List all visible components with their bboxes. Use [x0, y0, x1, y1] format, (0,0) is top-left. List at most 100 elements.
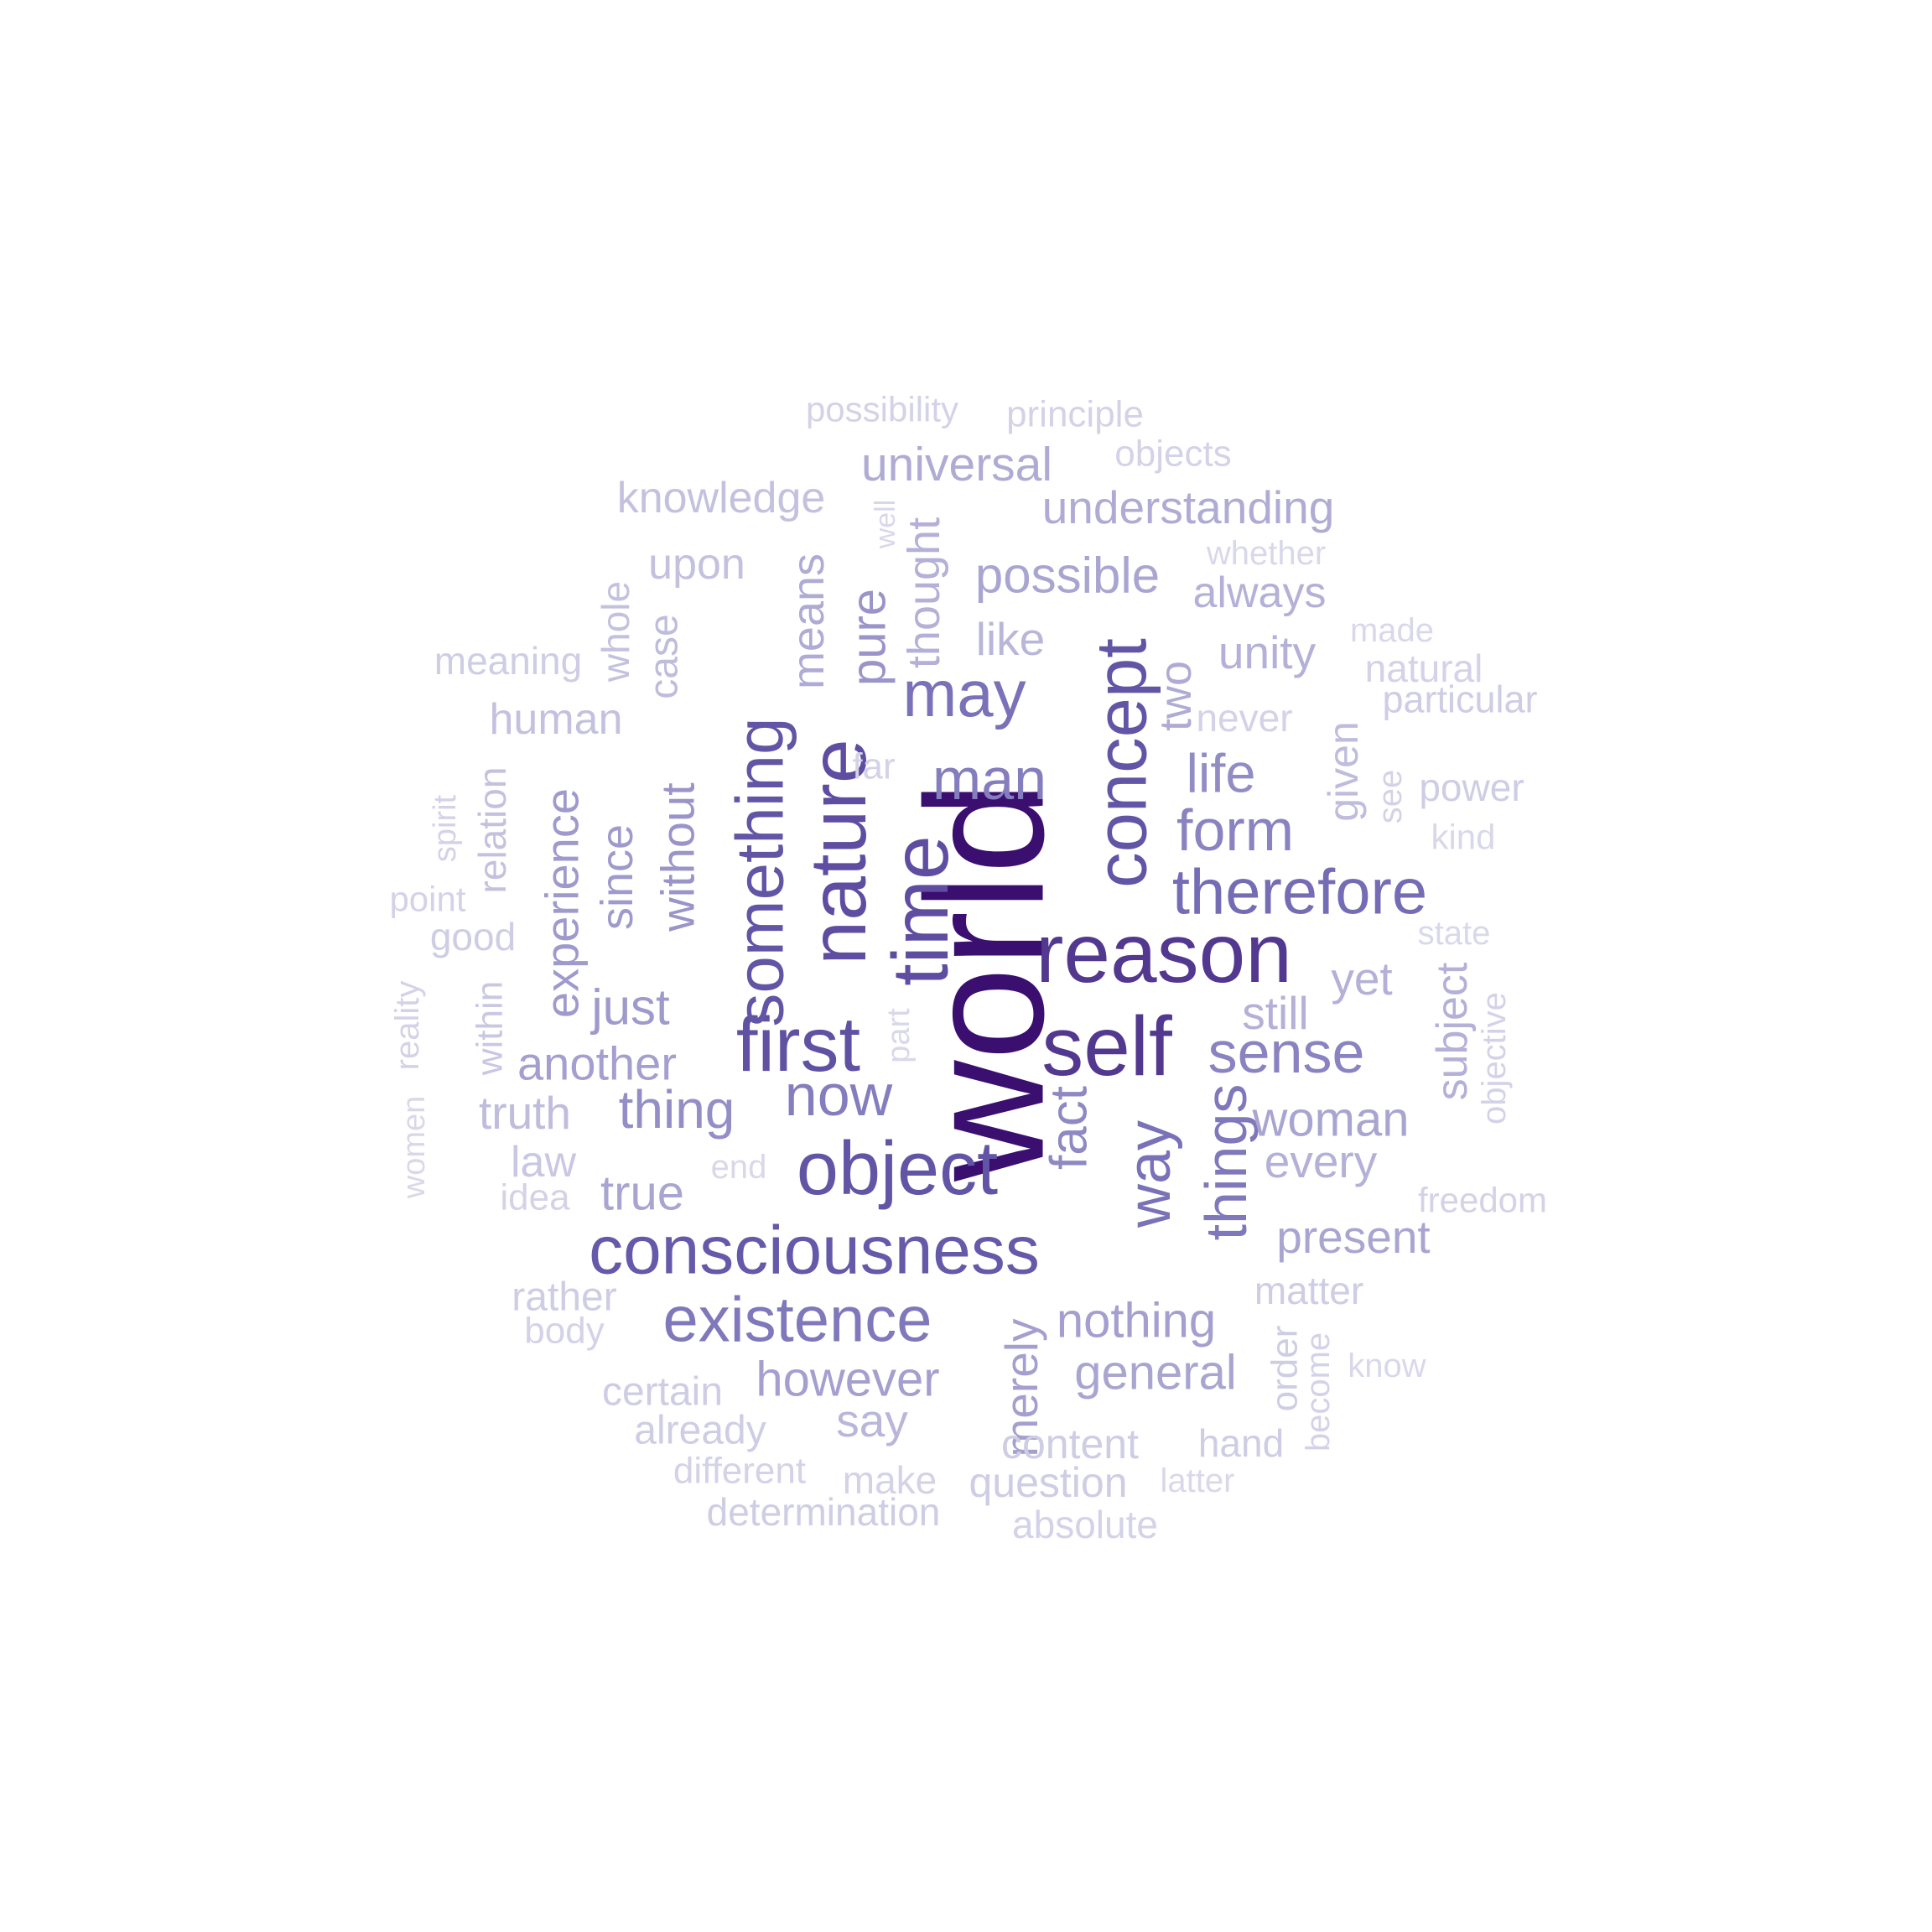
word-order: order [1265, 1326, 1306, 1412]
word-thing: thing [619, 1079, 735, 1140]
word-particular: particular [1382, 678, 1537, 721]
word-spirit: spirit [428, 794, 463, 862]
word-body: body [524, 1311, 604, 1352]
word-concept: concept [1083, 638, 1162, 888]
word-life: life [1186, 743, 1255, 804]
word-now: now [785, 1062, 893, 1128]
word-rather: rather [512, 1275, 616, 1320]
word-human: human [490, 695, 623, 744]
word-form: form [1176, 797, 1294, 863]
word-far: far [852, 746, 895, 787]
word-upon: upon [648, 540, 745, 589]
word-case: case [642, 614, 687, 699]
word-like: like [976, 613, 1046, 665]
word-consciousness: consciousness [589, 1213, 1040, 1289]
word-well: well [870, 500, 901, 550]
word-thought: thought [899, 517, 949, 668]
word-reality: reality [389, 981, 426, 1071]
word-woman: woman [1252, 1093, 1410, 1147]
word-universal: universal [861, 438, 1052, 491]
word-object: object [797, 1127, 998, 1211]
word-nothing: nothing [1057, 1294, 1216, 1348]
word-women: women [397, 1096, 432, 1200]
word-merely: merely [995, 1318, 1047, 1457]
word-determination: determination [707, 1490, 941, 1534]
word-whole: whole [594, 581, 637, 683]
word-question: question [969, 1459, 1127, 1506]
word-see: see [1372, 770, 1409, 824]
word-first: first [736, 1002, 860, 1088]
word-present: present [1276, 1211, 1430, 1263]
word-self: self [1041, 1000, 1172, 1093]
word-different: different [673, 1451, 806, 1492]
word-man: man [932, 746, 1046, 812]
word-yet: yet [1331, 953, 1392, 1005]
word-world: world [892, 781, 1079, 1182]
word-end: end [711, 1149, 767, 1186]
word-point: point [389, 880, 465, 919]
word-general: general [1074, 1346, 1236, 1400]
word-make: make [843, 1458, 937, 1502]
word-just: just [589, 979, 670, 1036]
word-time: time [876, 835, 965, 985]
word-subject: subject [1428, 962, 1477, 1100]
word-two: two [1150, 661, 1201, 731]
word-already: already [634, 1409, 766, 1453]
word-experience: experience [536, 788, 589, 1018]
word-pure: pure [842, 589, 896, 686]
word-absolute: absolute [1012, 1503, 1158, 1546]
word-hand: hand [1198, 1421, 1284, 1465]
word-natural: natural [1365, 647, 1483, 690]
word-good: good [430, 915, 516, 958]
word-fact: fact [1041, 1086, 1098, 1170]
word-relation: relation [470, 767, 514, 894]
word-another: another [517, 1037, 677, 1090]
word-know: know [1348, 1348, 1426, 1384]
word-principle: principle [1006, 394, 1144, 435]
word-power: power [1419, 766, 1524, 809]
word-idea: idea [500, 1177, 570, 1218]
word-within: within [470, 981, 511, 1077]
word-something: something [723, 717, 797, 1026]
word-say: say [836, 1394, 908, 1446]
word-still: still [1242, 987, 1308, 1039]
word-content: content [1001, 1420, 1139, 1467]
word-always: always [1193, 569, 1327, 617]
word-whether: whether [1206, 535, 1326, 572]
word-never: never [1196, 696, 1292, 740]
word-latter: latter [1161, 1462, 1235, 1499]
word-given: given [1320, 721, 1367, 822]
word-reason: reason [1036, 906, 1292, 1000]
word-objects: objects [1114, 434, 1231, 475]
word-objective: objective [1476, 992, 1513, 1124]
word-part: part [881, 1008, 917, 1063]
word-possibility: possibility [806, 390, 958, 429]
word-sense: sense [1208, 1020, 1365, 1085]
word-things: things [1193, 1084, 1259, 1241]
word-state: state [1418, 915, 1491, 952]
word-certain: certain [602, 1370, 723, 1415]
word-however: however [756, 1353, 939, 1407]
word-truth: truth [479, 1087, 571, 1139]
word-every: every [1265, 1135, 1378, 1187]
word-kind: kind [1431, 818, 1495, 857]
word-way: way [1116, 1120, 1183, 1228]
word-without: without [652, 782, 704, 932]
word-since: since [592, 824, 642, 930]
word-become: become [1300, 1332, 1337, 1452]
word-knowledge: knowledge [617, 474, 826, 522]
word-possible: possible [975, 548, 1160, 604]
word-may: may [902, 657, 1026, 730]
word-matter: matter [1254, 1269, 1363, 1312]
word-unity: unity [1218, 626, 1317, 678]
word-nature: nature [794, 739, 883, 964]
word-means: means [783, 553, 834, 689]
word-made: made [1350, 612, 1434, 649]
word-understanding: understanding [1042, 481, 1335, 533]
word-therefore: therefore [1172, 857, 1427, 928]
word-law: law [511, 1138, 576, 1187]
word-freedom: freedom [1418, 1181, 1547, 1220]
word-true: true [600, 1166, 684, 1221]
word-meaning: meaning [434, 639, 582, 683]
